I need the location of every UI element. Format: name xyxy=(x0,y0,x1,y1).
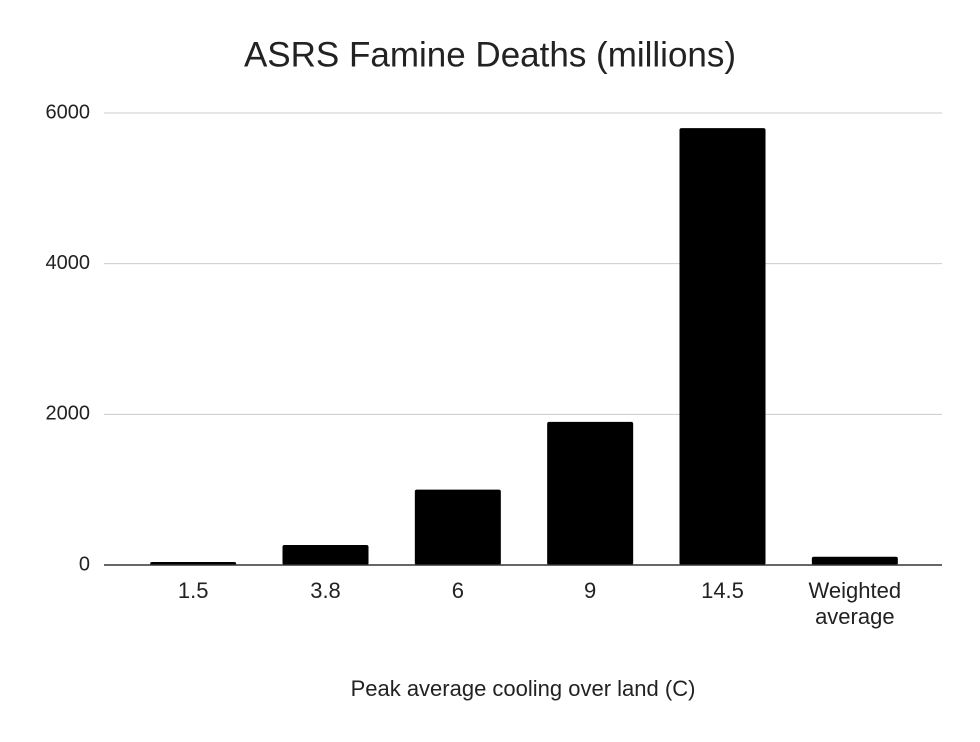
bar xyxy=(679,128,766,566)
bar xyxy=(282,545,369,565)
y-tick-label: 4000 xyxy=(46,252,91,274)
x-axis-title: Peak average cooling over land (C) xyxy=(351,676,696,701)
bar xyxy=(414,489,501,565)
x-tick-label: 3.8 xyxy=(310,578,341,603)
x-tick-label: 9 xyxy=(584,578,597,603)
x-tick-label: Weighted average xyxy=(808,578,902,629)
chart-title: ASRS Famine Deaths (millions) xyxy=(244,35,736,74)
y-tick-label: 2000 xyxy=(46,403,91,425)
x-tick-label: 6 xyxy=(451,578,464,603)
bar xyxy=(150,561,237,565)
y-tick-label: 6000 xyxy=(46,101,91,123)
bar xyxy=(547,421,634,565)
x-tick-label: 1.5 xyxy=(177,578,209,603)
x-tick-label: 14.5 xyxy=(701,578,744,603)
y-tick-label: 0 xyxy=(79,553,90,575)
bar xyxy=(811,556,898,565)
